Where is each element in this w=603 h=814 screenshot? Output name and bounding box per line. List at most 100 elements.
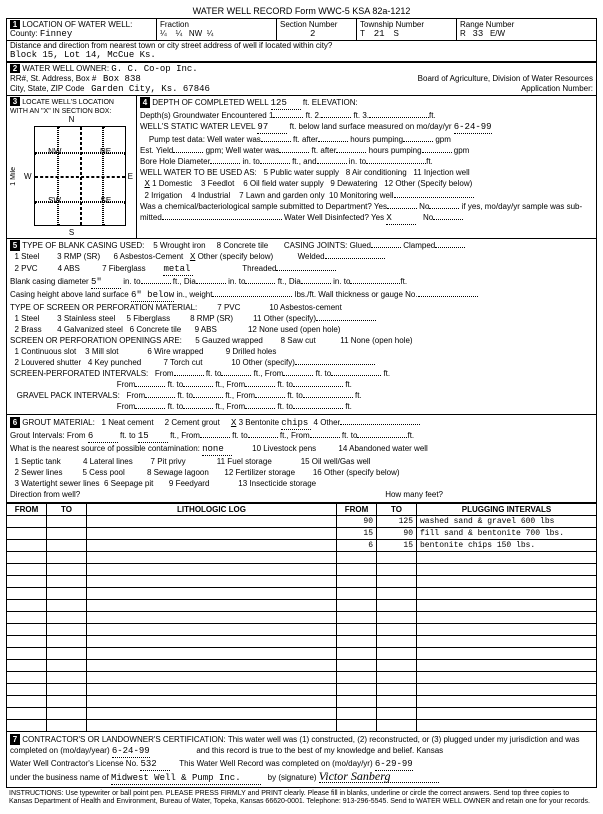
biz-lbl: under the business name of bbox=[10, 773, 109, 782]
table-row: 90125washed sand & gravel 600 lbs bbox=[7, 516, 597, 528]
table-cell bbox=[47, 540, 87, 552]
pvc2: 2 PVC bbox=[14, 264, 37, 273]
fy9: 9 Feedyard bbox=[169, 479, 209, 488]
table-cell bbox=[337, 672, 377, 684]
dist-label: Distance and direction from nearest town… bbox=[10, 41, 332, 50]
in-to4: in. to bbox=[228, 277, 245, 286]
table-cell bbox=[377, 708, 417, 720]
section6-num: 6 bbox=[10, 417, 20, 428]
table-cell bbox=[47, 564, 87, 576]
table-cell bbox=[377, 576, 417, 588]
table-cell bbox=[377, 684, 417, 696]
owner-label: WATER WELL OWNER: bbox=[22, 64, 109, 73]
table-cell bbox=[7, 636, 47, 648]
ogw15: 15 Oil well/Gas well bbox=[301, 457, 371, 466]
gpm2: gpm bbox=[454, 146, 470, 155]
log-table: FROM TO LITHOLOGIC LOG FROM TO PLUGGING … bbox=[6, 503, 597, 732]
table-row bbox=[7, 624, 597, 636]
oth11: 11 Other (specify) bbox=[253, 314, 316, 323]
gi-lbl: Grout Intervals: From bbox=[10, 431, 86, 440]
table-cell bbox=[47, 708, 87, 720]
table-cell bbox=[377, 612, 417, 624]
dom: 1 Domestic bbox=[152, 179, 192, 188]
table-row bbox=[7, 708, 597, 720]
s3-title: LOCATE WELL'S LOCATION WITH AN "X" IN SE… bbox=[10, 99, 114, 115]
rmp8: 8 RMP (SR) bbox=[190, 314, 233, 323]
sl2: 2 Sewer lines bbox=[14, 468, 62, 477]
twp-t: T bbox=[360, 29, 365, 38]
gi-to3: ft. to bbox=[342, 431, 358, 440]
th-to1: TO bbox=[47, 504, 87, 516]
sw-q: SW bbox=[48, 196, 61, 205]
table-cell bbox=[7, 684, 47, 696]
fraction-label: Fraction bbox=[160, 20, 189, 29]
in-to2: in. to bbox=[349, 157, 366, 166]
perf-lbl: SCREEN-PERFORATED INTERVALS: bbox=[10, 369, 148, 378]
table-cell bbox=[47, 552, 87, 564]
table-cell bbox=[417, 600, 597, 612]
table-cell bbox=[47, 624, 87, 636]
table-row bbox=[7, 672, 597, 684]
other-lbl: Other (specify below) bbox=[198, 252, 274, 261]
n-label: N bbox=[10, 115, 133, 124]
table-cell bbox=[417, 564, 597, 576]
table-row bbox=[7, 660, 597, 672]
table-cell: 90 bbox=[337, 516, 377, 528]
dist-val: Block 15, Lot 14, McCue Ks. bbox=[10, 50, 156, 60]
table-cell bbox=[417, 636, 597, 648]
ch-lbl: Casing height above land surface bbox=[10, 290, 129, 299]
table-cell bbox=[417, 660, 597, 672]
table-cell bbox=[87, 528, 337, 540]
twp-label: Township Number bbox=[360, 20, 424, 29]
th-litho: LITHOLOGIC LOG bbox=[87, 504, 337, 516]
th-to2: TO bbox=[377, 504, 417, 516]
table-cell bbox=[47, 720, 87, 732]
oth10: 10 Other (specify) bbox=[231, 358, 295, 367]
sec-label: Section Number bbox=[280, 20, 337, 29]
table-cell bbox=[377, 636, 417, 648]
cg2: 2 Cement grout bbox=[165, 418, 220, 427]
table-cell bbox=[7, 588, 47, 600]
ft4: ft. bbox=[345, 402, 352, 411]
mitted: mitted bbox=[140, 213, 162, 222]
mon: 10 Monitoring well bbox=[329, 191, 393, 200]
ft3: ft. bbox=[355, 391, 362, 400]
owner-val: G. C. Co-op Inc. bbox=[111, 64, 197, 74]
table-row bbox=[7, 552, 597, 564]
table-cell bbox=[87, 624, 337, 636]
static-ft: ft. below land surface measured on mo/da… bbox=[290, 122, 452, 131]
is13: 13 Insecticide storage bbox=[238, 479, 316, 488]
dewater: 9 Dewatering bbox=[330, 179, 377, 188]
table-cell bbox=[417, 696, 597, 708]
table-cell bbox=[417, 624, 597, 636]
table-cell bbox=[87, 696, 337, 708]
well-water2: Well water was bbox=[226, 146, 280, 155]
table-cell bbox=[47, 696, 87, 708]
table-cell bbox=[337, 684, 377, 696]
hm-lbl: How many feet? bbox=[385, 489, 443, 500]
table-cell bbox=[87, 648, 337, 660]
gi-to2: ft. to bbox=[232, 431, 248, 440]
fs11: 11 Fuel storage bbox=[217, 457, 272, 466]
table-cell bbox=[377, 552, 417, 564]
gi-t1: 15 bbox=[138, 431, 168, 443]
distance-row: Distance and direction from nearest town… bbox=[6, 40, 597, 62]
table-cell bbox=[337, 636, 377, 648]
table-cell bbox=[47, 648, 87, 660]
ss3: 3 Stainless steel bbox=[57, 314, 115, 323]
table-cell bbox=[7, 696, 47, 708]
table-cell bbox=[417, 612, 597, 624]
s-label: S bbox=[10, 228, 133, 237]
contam-val: none bbox=[202, 444, 232, 456]
asb10: 10 Asbestos-cement bbox=[269, 303, 341, 312]
ft-after2: ft. after bbox=[311, 146, 336, 155]
use11: 11 Injection well bbox=[413, 168, 469, 177]
contam-lbl: What is the nearest source of possible c… bbox=[10, 444, 200, 453]
rec-lbl: This Water Well Record was completed on … bbox=[179, 759, 372, 768]
table-cell: 6 bbox=[337, 540, 377, 552]
gs4: 4 Galvanized steel bbox=[57, 325, 123, 334]
sig-lbl: by (signature) bbox=[268, 773, 317, 782]
table-row bbox=[7, 696, 597, 708]
to2b: ft. to bbox=[277, 380, 293, 389]
disinfect: Water Well Disinfected? Yes bbox=[284, 213, 384, 222]
